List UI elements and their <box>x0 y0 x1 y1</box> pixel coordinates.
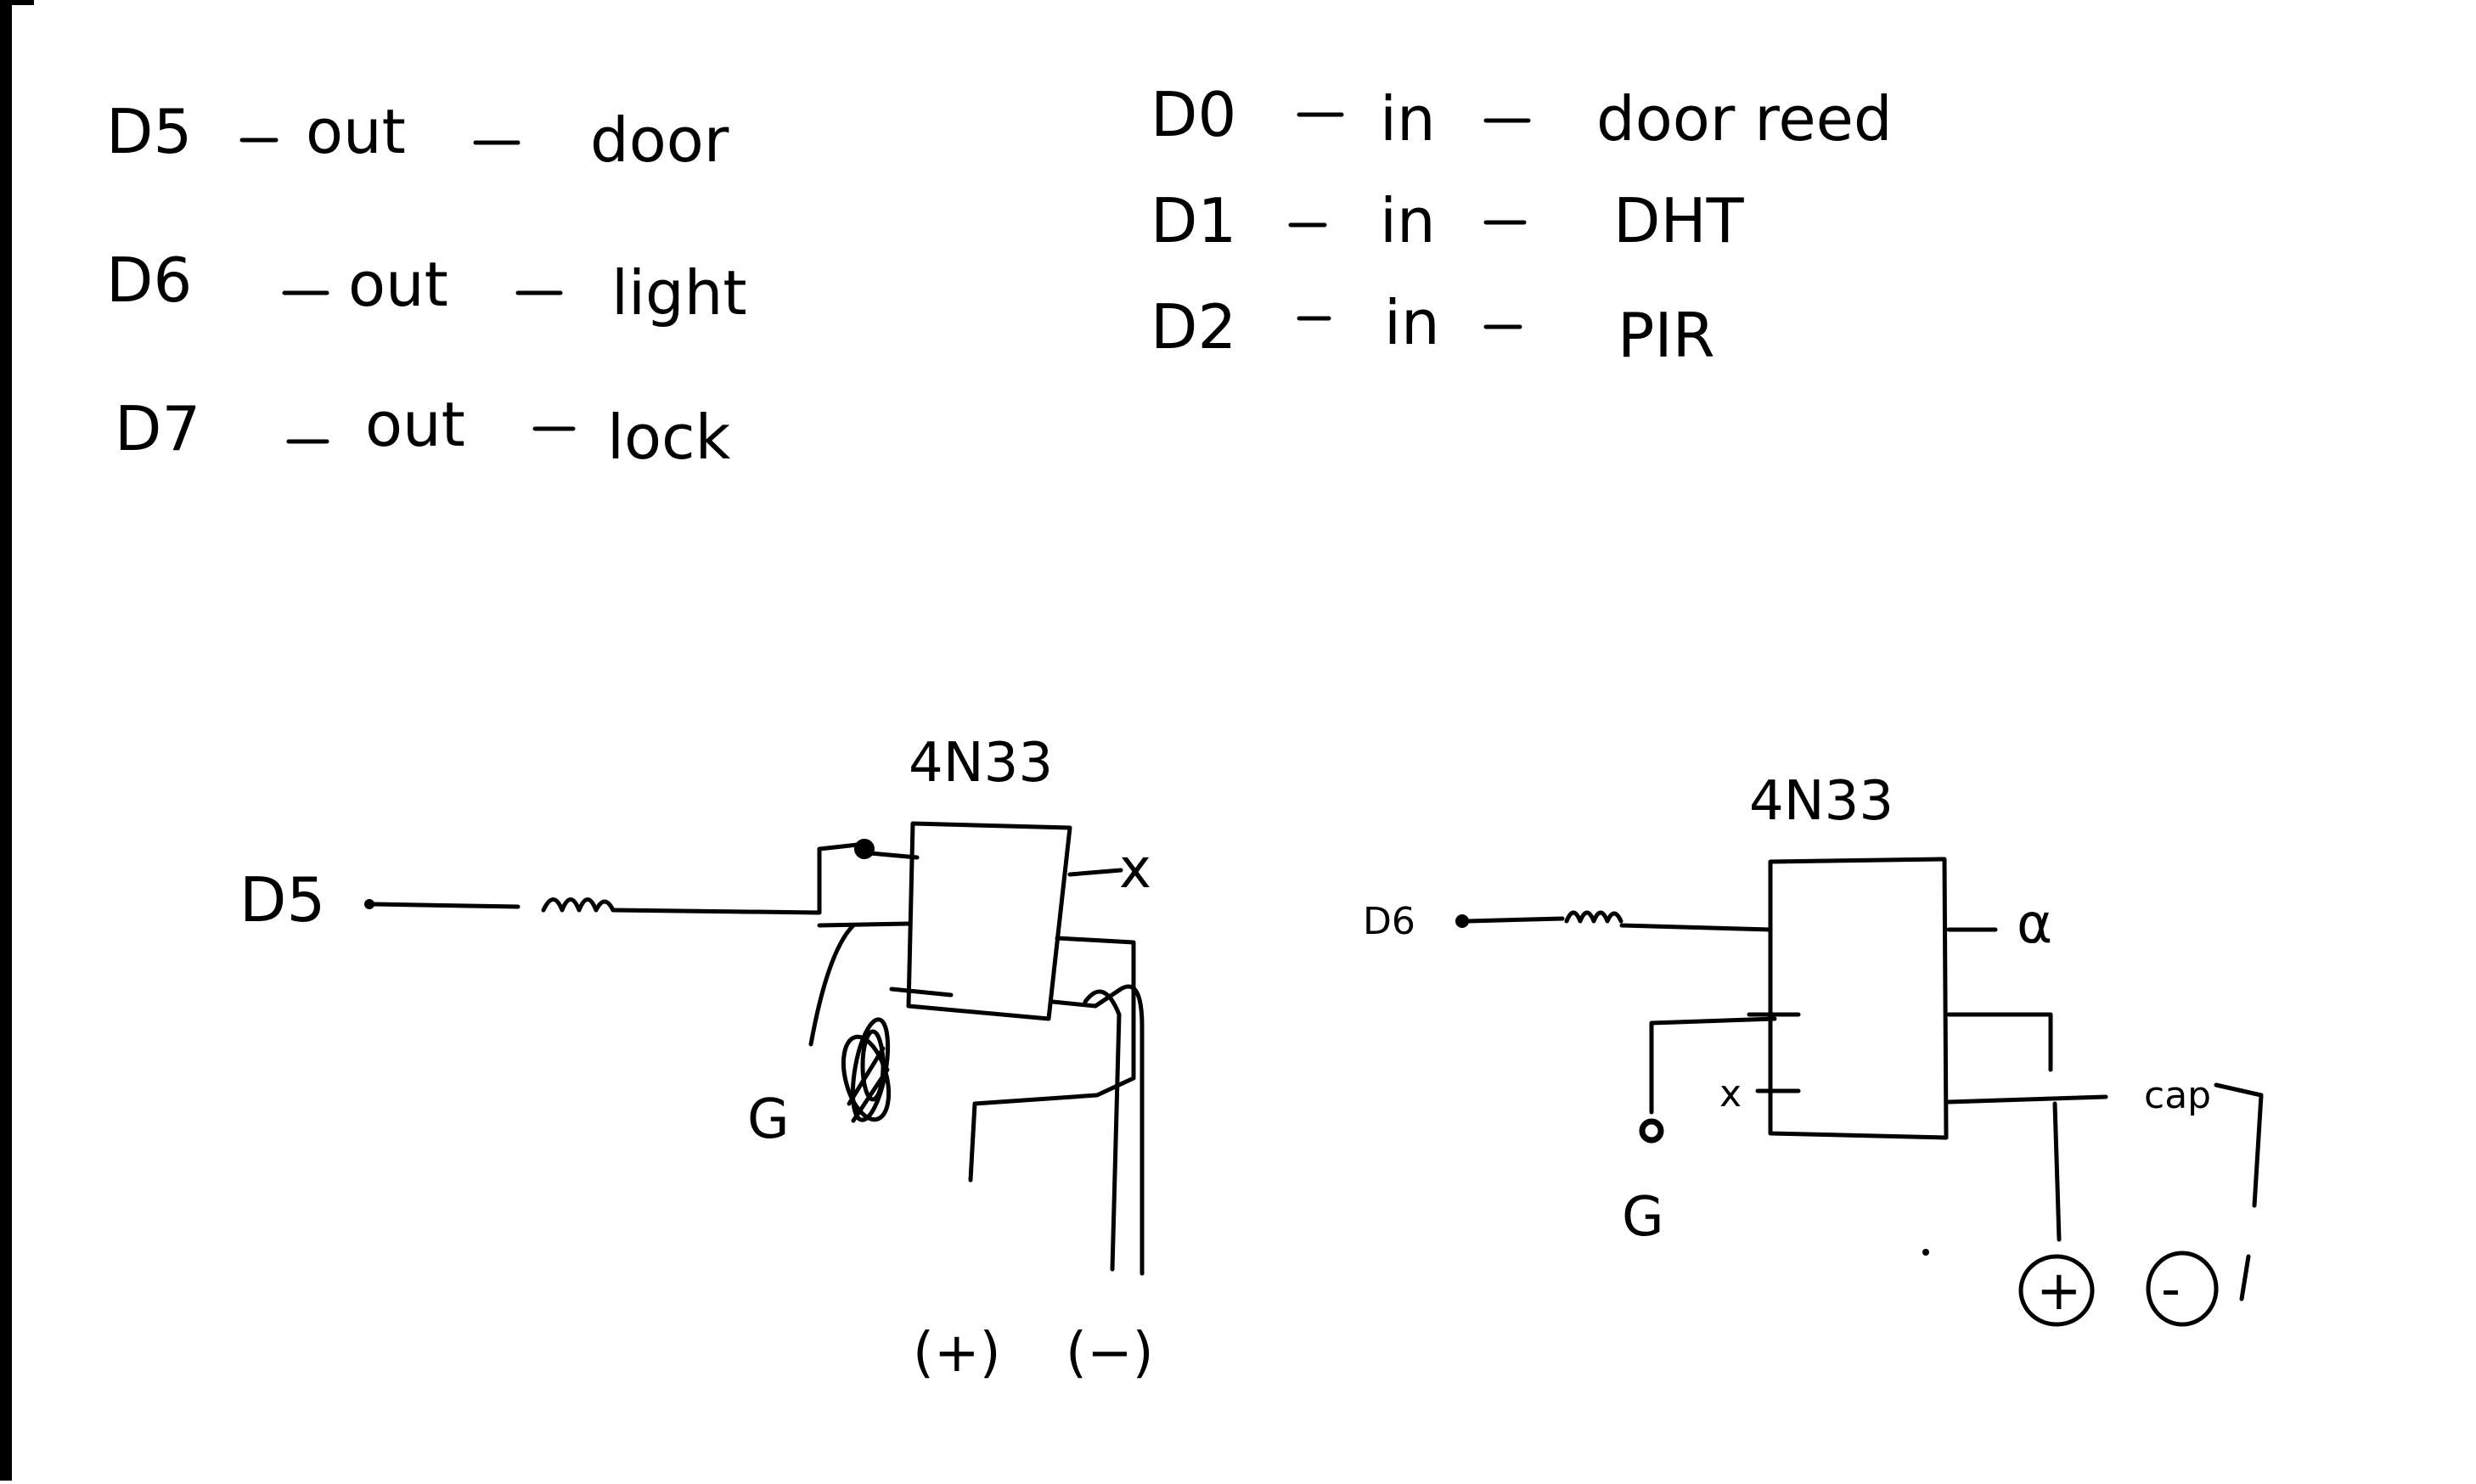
cathode-pin-lead <box>817 921 911 928</box>
input-name-label: DHT <box>1613 185 1745 256</box>
output-pin-label: D5 <box>106 96 192 167</box>
nc-output-lead <box>1067 868 1123 877</box>
nc-pin-lead <box>889 987 954 998</box>
input-pin-label: D1 <box>1151 185 1236 256</box>
input-row-d2: D2 in PIR <box>1151 287 1715 371</box>
minus-terminal-ring <box>2146 1251 2219 1327</box>
output-minus-drop <box>2239 1254 2251 1301</box>
output-plus-drop <box>2052 1101 2062 1242</box>
chip-body <box>906 821 1072 1021</box>
input-name-label: PIR <box>1618 300 1715 371</box>
cap-bracket <box>2214 1082 2264 1208</box>
chip-label: 4N33 <box>1749 770 1894 833</box>
wire-to-anode <box>611 842 860 915</box>
ground-label: G <box>747 1088 790 1151</box>
left-shadow-edge <box>0 0 12 1481</box>
top-shadow-edge <box>0 0 34 5</box>
input-row-d0: D0 in door reed <box>1151 79 1893 155</box>
input-pin-label: D5 <box>239 864 325 936</box>
anode-pin-lead <box>868 851 920 860</box>
input-wire <box>1465 916 1565 924</box>
output-pin-label: D7 <box>115 393 200 464</box>
ground-node <box>1639 1118 1664 1144</box>
input-pin-label: D2 <box>1151 291 1236 363</box>
resistor-symbol <box>541 897 616 913</box>
output-minus-wire-2 <box>1083 989 1122 1272</box>
output-row-d6: D6 out light <box>106 245 747 329</box>
left-optocoupler-circuit: 4N33 D5 G x (+) (−) <box>239 732 1154 1385</box>
input-name-label: door reed <box>1596 83 1893 155</box>
input-dir-label: in <box>1380 185 1436 256</box>
input-node <box>1455 914 1469 928</box>
stray-dot <box>1922 1249 1929 1256</box>
output-dir-label: out <box>306 96 406 167</box>
output-plus-label: + <box>2036 1260 2082 1323</box>
junction-dot <box>854 839 875 859</box>
output-name-label: door <box>590 104 729 176</box>
input-pin-label: D6 <box>1363 900 1415 943</box>
input-pin-list: D0 in door reed D1 in DHT D2 in PIR <box>1151 79 1893 371</box>
output-minus-label: (−) <box>1066 1322 1154 1385</box>
input-pin-label: D0 <box>1151 79 1236 150</box>
nc-mark-2: α <box>2017 893 2052 956</box>
output-plus-label: (+) <box>913 1322 1001 1385</box>
output-plus-wire <box>1946 1012 2053 1072</box>
output-dir-label: out <box>365 389 465 460</box>
output-row-d7: D7 out lock <box>115 389 731 473</box>
output-row-d5: D5 out door <box>106 96 729 176</box>
input-dir-label: in <box>1384 287 1440 358</box>
output-dir-label: out <box>348 249 448 320</box>
ground-wire <box>1649 1016 1777 1115</box>
plus-terminal-ring <box>2018 1254 2095 1327</box>
output-name-label: light <box>611 257 747 329</box>
output-name-label: lock <box>607 402 731 473</box>
right-optocoupler-circuit: 4N33 D6 x G α cap + - <box>1363 770 2264 1327</box>
output-minus-wire <box>1050 984 1145 1276</box>
input-wire <box>371 902 521 909</box>
input-node <box>364 899 374 909</box>
nc-mark: x <box>1119 838 1151 901</box>
chip-body <box>1768 857 1949 1140</box>
output-pin-label: D6 <box>106 245 192 316</box>
chip-label: 4N33 <box>909 732 1053 795</box>
nc-mark: x <box>1719 1072 1742 1116</box>
input-dir-label: in <box>1380 83 1436 155</box>
ground-label: G <box>1622 1186 1664 1249</box>
scribble-mark <box>841 1017 892 1123</box>
cap-label: cap <box>2144 1074 2211 1117</box>
output-minus-label: - <box>2161 1258 2181 1321</box>
resistor-symbol <box>1564 910 1623 924</box>
cap-wire <box>1946 1094 2108 1105</box>
ground-wire <box>808 923 856 1047</box>
output-pin-list: D5 out door D6 out light D7 out lock <box>106 96 747 473</box>
wire-to-anode <box>1619 923 1773 932</box>
input-row-d1: D1 in DHT <box>1151 185 1745 256</box>
